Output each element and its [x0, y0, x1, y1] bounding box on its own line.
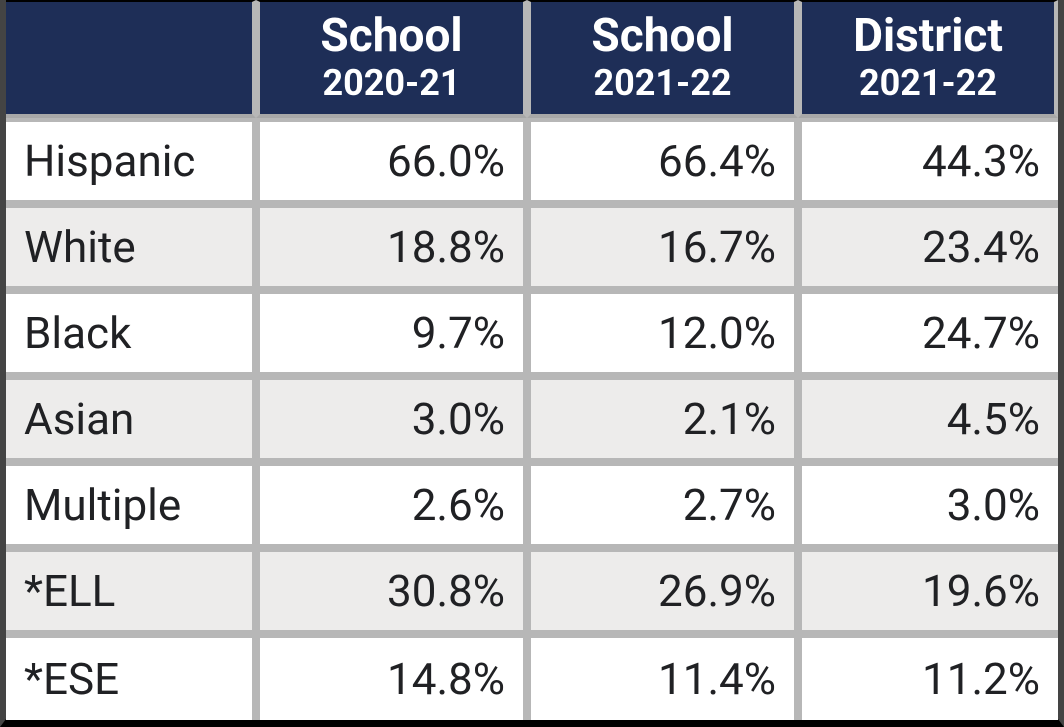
row-label: *ELL	[6, 548, 256, 634]
cell-value: 11.4%	[527, 634, 798, 720]
header-line2: 2021-22	[537, 64, 788, 104]
cell-value: 2.7%	[527, 462, 798, 548]
header-blank	[6, 0, 256, 118]
demographics-table-frame: School 2020-21 School 2021-22 District 2…	[0, 0, 1064, 727]
row-label: Hispanic	[6, 118, 256, 204]
header-line1: School	[537, 11, 788, 62]
cell-value: 3.0%	[256, 376, 527, 462]
cell-value: 26.9%	[527, 548, 798, 634]
table-row: Black 9.7% 12.0% 24.7%	[6, 290, 1058, 376]
cell-value: 11.2%	[798, 634, 1058, 720]
cell-value: 14.8%	[256, 634, 527, 720]
row-label: White	[6, 204, 256, 290]
cell-value: 19.6%	[798, 548, 1058, 634]
table-row: *ESE 14.8% 11.4% 11.2%	[6, 634, 1058, 720]
header-district-2021-22: District 2021-22	[798, 0, 1058, 118]
cell-value: 3.0%	[798, 462, 1058, 548]
cell-value: 2.6%	[256, 462, 527, 548]
cell-value: 23.4%	[798, 204, 1058, 290]
row-label: Asian	[6, 376, 256, 462]
cell-value: 12.0%	[527, 290, 798, 376]
cell-value: 66.4%	[527, 118, 798, 204]
table-body: Hispanic 66.0% 66.4% 44.3% White 18.8% 1…	[6, 118, 1058, 720]
cell-value: 18.8%	[256, 204, 527, 290]
cell-value: 9.7%	[256, 290, 527, 376]
row-label: Multiple	[6, 462, 256, 548]
cell-value: 44.3%	[798, 118, 1058, 204]
table-row: Hispanic 66.0% 66.4% 44.3%	[6, 118, 1058, 204]
header-school-2020-21: School 2020-21	[256, 0, 527, 118]
table-row: Asian 3.0% 2.1% 4.5%	[6, 376, 1058, 462]
row-label: *ESE	[6, 634, 256, 720]
cell-value: 30.8%	[256, 548, 527, 634]
cell-value: 4.5%	[798, 376, 1058, 462]
table-row: Multiple 2.6% 2.7% 3.0%	[6, 462, 1058, 548]
demographics-table: School 2020-21 School 2021-22 District 2…	[6, 0, 1058, 720]
table-row: White 18.8% 16.7% 23.4%	[6, 204, 1058, 290]
header-school-2021-22: School 2021-22	[527, 0, 798, 118]
cell-value: 2.1%	[527, 376, 798, 462]
table-header-row: School 2020-21 School 2021-22 District 2…	[6, 0, 1058, 118]
header-line1: School	[266, 11, 517, 62]
cell-value: 66.0%	[256, 118, 527, 204]
header-line2: 2021-22	[808, 64, 1048, 104]
header-line2: 2020-21	[266, 64, 517, 104]
cell-value: 24.7%	[798, 290, 1058, 376]
cell-value: 16.7%	[527, 204, 798, 290]
row-label: Black	[6, 290, 256, 376]
table-row: *ELL 30.8% 26.9% 19.6%	[6, 548, 1058, 634]
header-line1: District	[808, 11, 1048, 62]
